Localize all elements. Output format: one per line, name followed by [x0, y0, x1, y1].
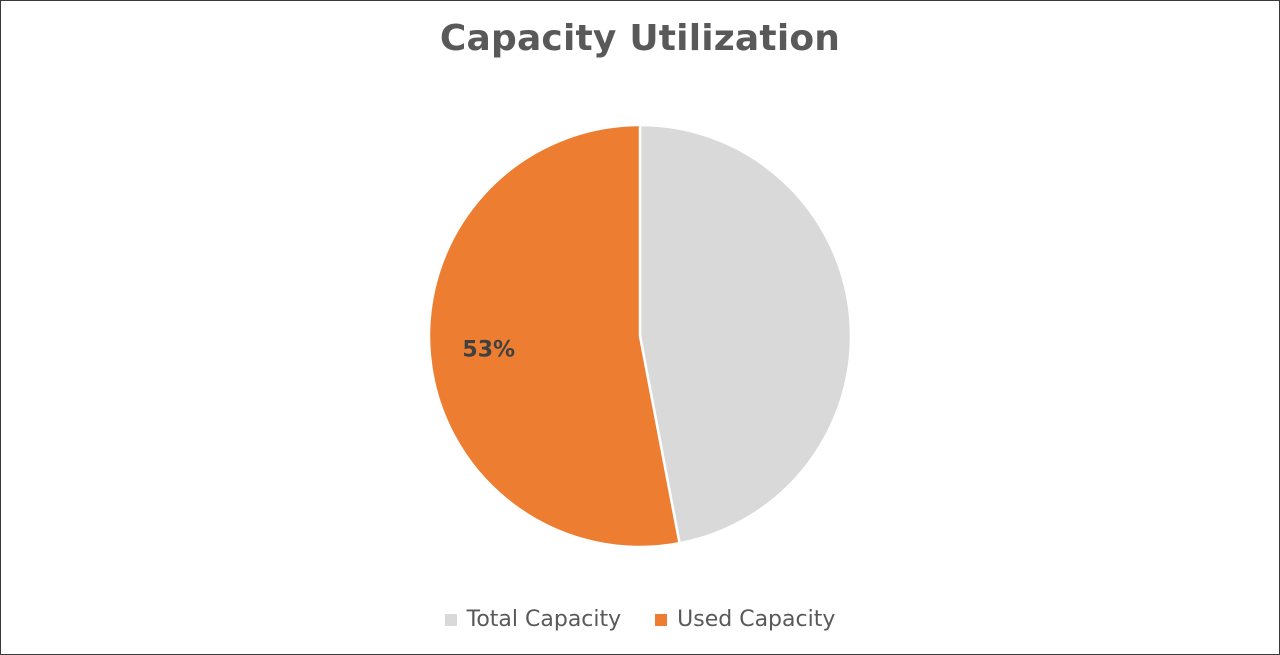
chart-title: Capacity Utilization: [439, 18, 841, 59]
legend-swatch-used-capacity: [655, 613, 668, 626]
legend-item-total-capacity: Total Capacity: [444, 607, 622, 632]
pie-slices: [427, 123, 853, 549]
legend-label-total-capacity: Total Capacity: [466, 607, 622, 632]
pie-slice-used-capacity: [427, 123, 681, 549]
legend-label-used-capacity: Used Capacity: [677, 607, 836, 632]
legend-item-used-capacity: Used Capacity: [655, 607, 835, 632]
legend-swatch-total-capacity: [444, 613, 457, 626]
data-label-used-capacity: 53%: [462, 337, 515, 362]
chart-legend: Total Capacity Used Capacity: [0, 607, 1280, 632]
pie-slice-total-capacity: [638, 123, 853, 545]
pie-data-labels: 53%: [462, 337, 515, 362]
